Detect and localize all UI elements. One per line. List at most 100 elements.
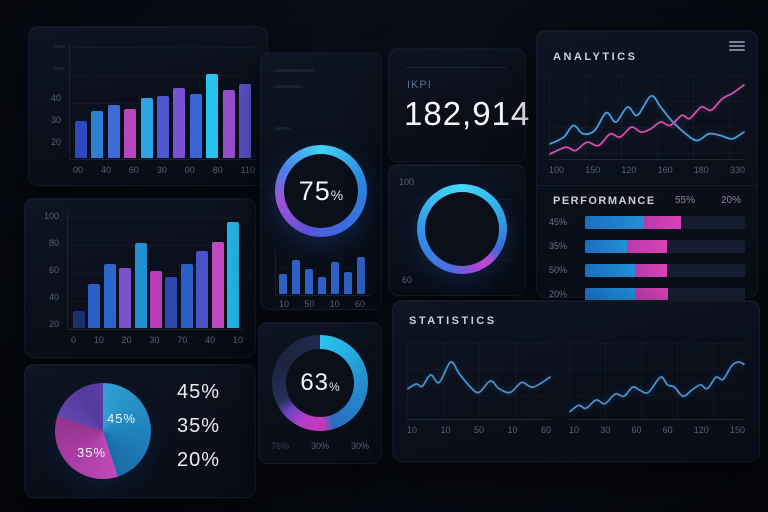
bar	[211, 241, 224, 328]
bar	[331, 261, 339, 294]
bar	[318, 276, 326, 294]
ring-chart	[417, 184, 507, 274]
tick-label: 10	[507, 425, 518, 435]
tick-label: 120	[621, 165, 637, 175]
statistics-right-chart	[569, 343, 745, 420]
y-axis-ticks: 40 30 20	[35, 45, 61, 161]
analytics-panel: ANALYTICS 100 150 120 160 180 330 PERFORMANCE…	[536, 30, 758, 301]
segment-blue	[585, 263, 635, 277]
tick-label: 30	[50, 115, 61, 125]
progress-track	[585, 287, 745, 301]
donut-63: 63 %	[272, 335, 368, 431]
tick-label: 00	[73, 165, 84, 175]
tick-label: 10	[440, 425, 451, 435]
donut-63-labels: 76% 30% 30%	[271, 441, 369, 451]
tick-label: 60	[48, 265, 59, 275]
x-axis-ticks: 00 40 60 30 00 80 110	[73, 165, 255, 175]
segment-pink	[644, 215, 681, 229]
tick-label: 160	[657, 165, 673, 175]
segment-blue	[585, 239, 627, 253]
bar	[107, 104, 120, 158]
series-blue	[569, 361, 745, 413]
bar	[196, 250, 209, 328]
tick-label: 10	[232, 335, 243, 345]
tick-label: 10	[329, 299, 340, 309]
tick-label: 80	[48, 238, 59, 248]
tick-label: 100	[549, 165, 565, 175]
series-blue	[549, 95, 745, 145]
tick-label: 30%	[350, 441, 369, 451]
bar	[226, 222, 239, 328]
tick-label: 60	[128, 165, 139, 175]
tick-label: 0	[71, 335, 77, 345]
tick-label: 76%	[271, 441, 290, 451]
bar	[305, 269, 313, 294]
tick-label: 110	[240, 165, 255, 175]
bar	[73, 310, 85, 328]
placeholder-line	[53, 67, 65, 70]
row-label: 50%	[549, 265, 568, 275]
progress-track	[585, 263, 745, 277]
bars	[73, 213, 239, 328]
bar	[149, 270, 162, 328]
tick-label: 20%	[720, 195, 741, 206]
donut-63-unit: %	[329, 380, 340, 394]
divider	[537, 185, 757, 186]
tick-label: 20%	[177, 449, 221, 471]
bar-chart-card-top-left: 40 30 20 00 40 60 30 00 80 110	[28, 26, 268, 186]
series-blue	[407, 361, 551, 394]
divider	[405, 67, 507, 68]
tick-label: 60	[540, 425, 551, 435]
segment-pink	[626, 239, 667, 253]
tick-label: 10	[569, 425, 580, 435]
tick-label: 20	[121, 335, 132, 345]
tick-label: 45%	[177, 381, 221, 403]
row-label: 35%	[549, 241, 568, 251]
x-axis-ticks: 0 10 20 30 70 40 10	[71, 335, 243, 345]
row-label: 20%	[549, 289, 568, 299]
pie-slice-label: 45%	[107, 411, 137, 426]
donut-63-value: 63 %	[272, 335, 368, 431]
analytics-title: ANALYTICS	[553, 51, 638, 63]
analytics-x-ticks: 100 150 120 160 180 330	[549, 165, 745, 175]
bar	[134, 242, 147, 328]
segment-blue	[585, 287, 635, 301]
bar	[292, 260, 300, 294]
progress-track	[585, 215, 745, 229]
ring-tick-top: 100	[399, 177, 415, 187]
tick-label: 120	[693, 425, 709, 435]
placeholder-line	[53, 45, 65, 48]
tick-label: 330	[729, 165, 745, 175]
segment-pink	[634, 287, 669, 301]
tick-label: 150	[585, 165, 601, 175]
tick-label: 40	[48, 292, 59, 302]
bars	[75, 45, 251, 158]
bar	[88, 284, 101, 328]
bar	[189, 94, 202, 158]
performance-row: 35%	[549, 239, 745, 253]
tick-label: 150	[729, 425, 745, 435]
bar	[279, 273, 287, 294]
progress-unit: %	[330, 187, 344, 203]
tick-label: 55%	[674, 195, 695, 206]
tick-label: 60	[631, 425, 642, 435]
row-label: 45%	[549, 217, 568, 227]
tick-label: 30	[156, 165, 167, 175]
mini-bars	[279, 249, 365, 294]
bar	[206, 73, 219, 158]
tick-label: 40	[100, 165, 111, 175]
kpi-label: IKPI	[407, 79, 432, 91]
performance-rows: 45% 35% 50% 20%	[549, 215, 745, 301]
bar	[180, 263, 193, 328]
performance-row: 20%	[549, 287, 745, 301]
tick-label: 180	[693, 165, 709, 175]
segment-pink	[634, 263, 667, 277]
pie-legend: 45% 35% 20%	[177, 381, 220, 472]
tick-label: 30%	[310, 441, 329, 451]
tick-label: 40	[205, 335, 216, 345]
menu-icon[interactable]	[729, 41, 745, 51]
tick-label: 10	[93, 335, 104, 345]
progress-donut-card: 75 % 10 50 10 60	[260, 52, 382, 310]
y-axis-ticks: 100 80 60 40 20	[33, 211, 59, 329]
